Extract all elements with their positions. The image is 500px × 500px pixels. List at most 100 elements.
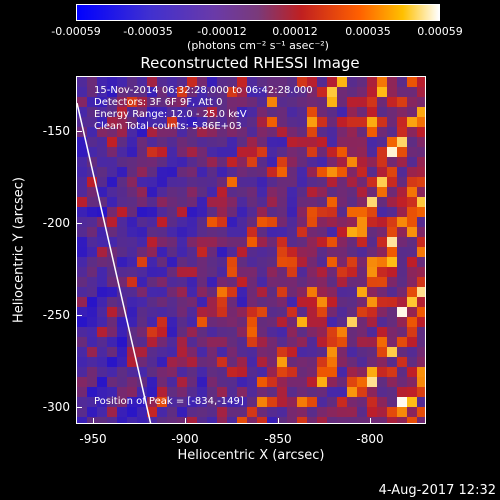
image-pixel (407, 387, 417, 397)
image-pixel (217, 307, 227, 317)
image-pixel (277, 137, 287, 147)
image-pixel (77, 167, 87, 177)
image-pixel (367, 137, 377, 147)
image-pixel (397, 357, 407, 367)
image-pixel (247, 417, 257, 423)
image-pixel (147, 407, 157, 417)
image-pixel (337, 217, 347, 227)
image-pixel (157, 397, 167, 407)
image-pixel (127, 117, 137, 127)
image-pixel (117, 377, 127, 387)
image-pixel (367, 97, 377, 107)
image-pixel (117, 317, 127, 327)
image-pixel (177, 87, 187, 97)
image-pixel (97, 87, 107, 97)
image-pixel (217, 347, 227, 357)
image-pixel (137, 347, 147, 357)
image-pixel (157, 277, 167, 287)
image-pixel (257, 277, 267, 287)
image-pixel (147, 177, 157, 187)
image-pixel (227, 257, 237, 267)
image-pixel (97, 267, 107, 277)
image-pixel (397, 77, 407, 87)
image-pixel (227, 157, 237, 167)
image-pixel (347, 197, 357, 207)
image-pixel (257, 337, 267, 347)
image-pixel (97, 147, 107, 157)
image-pixel (137, 297, 147, 307)
image-pixel (157, 167, 167, 177)
image-pixel (97, 337, 107, 347)
image-pixel (277, 367, 287, 377)
image-pixel (367, 197, 377, 207)
image-pixel (217, 167, 227, 177)
image-pixel (87, 277, 97, 287)
image-pixel (367, 327, 377, 337)
image-pixel (417, 207, 425, 217)
image-pixel (307, 367, 317, 377)
image-pixel (137, 257, 147, 267)
image-pixel (387, 327, 397, 337)
image-pixel (277, 397, 287, 407)
image-pixel (297, 307, 307, 317)
image-pixel (417, 107, 425, 117)
image-pixel (327, 137, 337, 147)
image-pixel (367, 157, 377, 167)
image-pixel (237, 127, 247, 137)
image-pixel (337, 397, 347, 407)
image-pixel (307, 417, 317, 423)
image-pixel (267, 257, 277, 267)
image-pixel (177, 407, 187, 417)
image-pixel (337, 287, 347, 297)
image-pixel (207, 237, 217, 247)
image-pixel (167, 207, 177, 217)
image-pixel (167, 257, 177, 267)
image-pixel (217, 297, 227, 307)
image-pixel (377, 337, 387, 347)
image-pixel (387, 267, 397, 277)
image-pixel (327, 177, 337, 187)
image-pixel (187, 367, 197, 377)
image-pixel (337, 267, 347, 277)
image-pixel (227, 247, 237, 257)
image-pixel (217, 137, 227, 147)
image-pixel (287, 157, 297, 167)
image-pixel (277, 257, 287, 267)
image-pixel (137, 387, 147, 397)
image-pixel (417, 137, 425, 147)
image-pixel (147, 417, 157, 423)
image-pixel (287, 347, 297, 357)
image-pixel (117, 237, 127, 247)
y-tick-label: -150 (42, 124, 70, 138)
image-pixel (207, 407, 217, 417)
image-pixel (127, 197, 137, 207)
y-axis-label: Heliocentric Y (arcsec) (11, 177, 27, 323)
image-pixel (147, 377, 157, 387)
image-pixel (207, 277, 217, 287)
image-pixel (367, 267, 377, 277)
image-pixel (237, 317, 247, 327)
image-pixel (287, 417, 297, 423)
image-pixel (77, 277, 87, 287)
image-pixel (77, 197, 87, 207)
image-pixel (267, 417, 277, 423)
image-pixel (267, 157, 277, 167)
image-pixel (77, 327, 87, 337)
image-pixel (327, 197, 337, 207)
image-pixel (217, 87, 227, 97)
image-pixel (77, 87, 87, 97)
image-pixel (317, 297, 327, 307)
image-pixel (237, 167, 247, 177)
image-pixel (227, 147, 237, 157)
image-pixel (187, 287, 197, 297)
image-pixel (337, 367, 347, 377)
image-pixel (347, 257, 357, 267)
image-pixel (127, 157, 137, 167)
image-pixel (387, 107, 397, 117)
image-pixel (397, 127, 407, 137)
image-pixel (187, 157, 197, 167)
image-pixel (377, 257, 387, 267)
image-pixel (287, 177, 297, 187)
image-pixel (177, 317, 187, 327)
image-pixel (127, 217, 137, 227)
